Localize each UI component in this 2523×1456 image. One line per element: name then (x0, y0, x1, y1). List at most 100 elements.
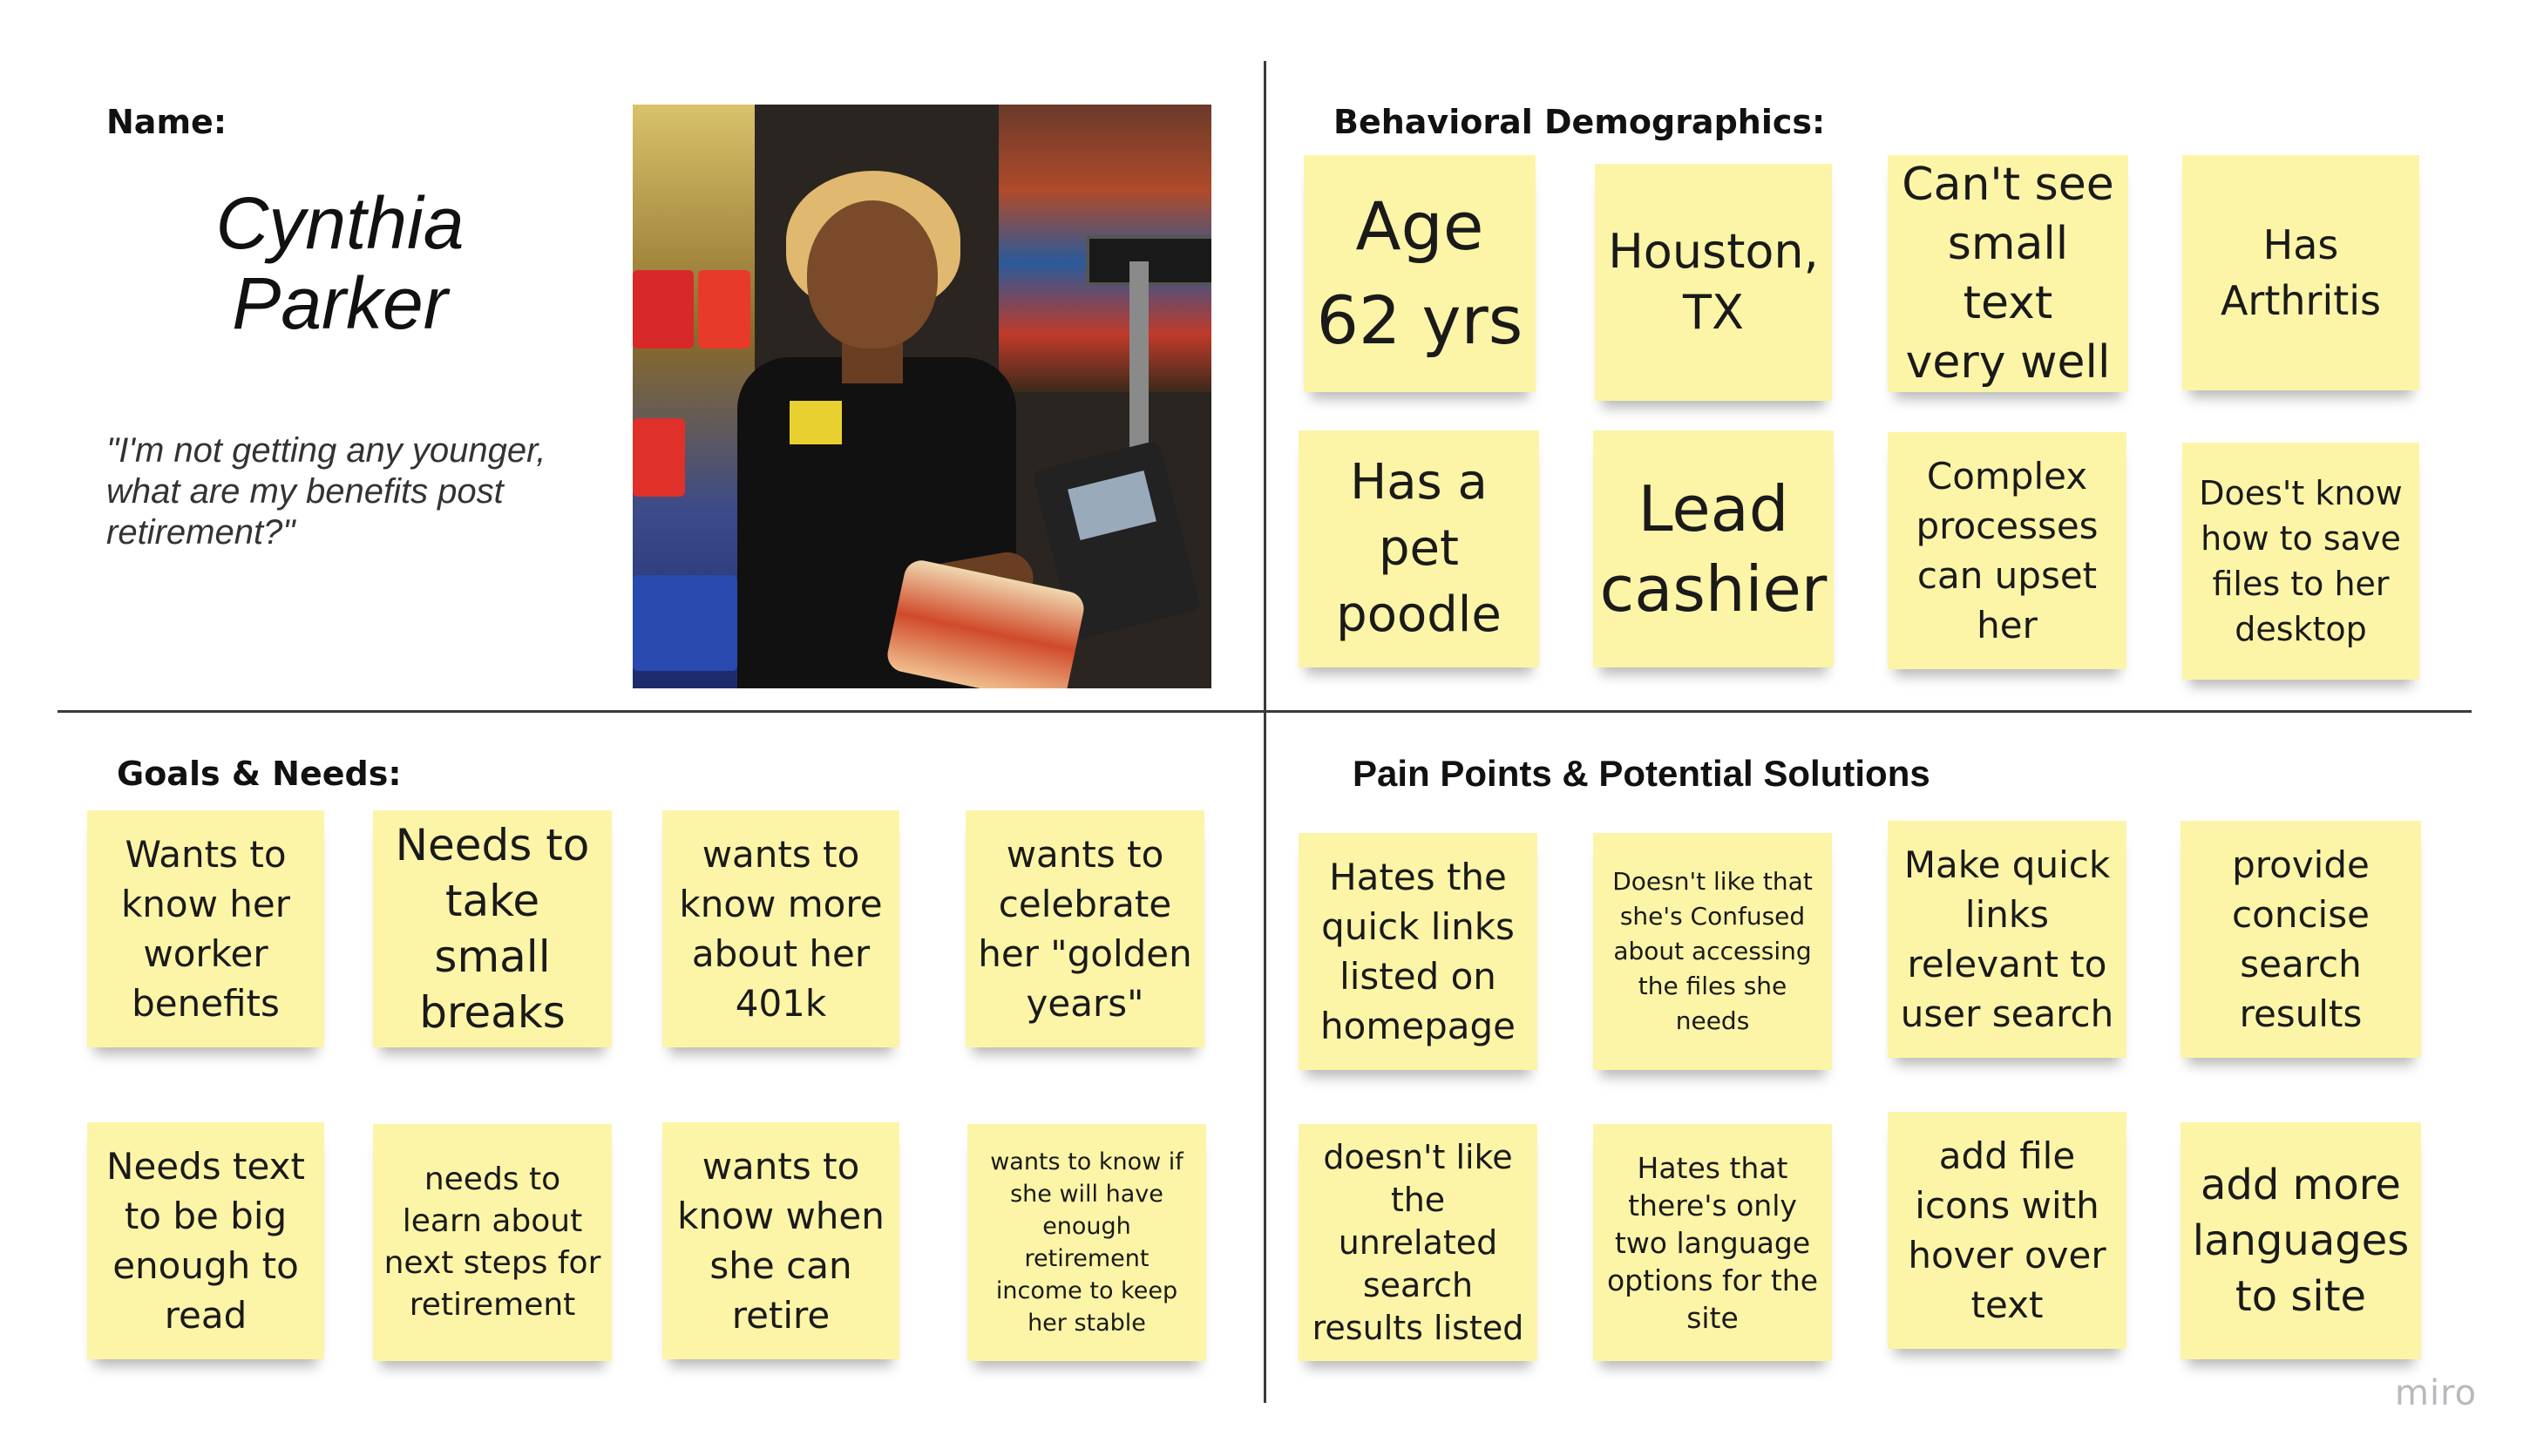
sticky-note[interactable]: Lead cashier (1593, 430, 1834, 667)
note-text: she will have (1010, 1181, 1163, 1208)
note-text: small text (1947, 218, 2069, 329)
note-text: her (1977, 604, 2038, 647)
note-text: user search (1900, 992, 2114, 1035)
sticky-note[interactable]: Wants to know her worker benefits (87, 810, 324, 1047)
note-text: needs to (424, 1161, 561, 1197)
sticky-note[interactable]: Needs text to be big enough to read (87, 1122, 324, 1359)
note-text: listed on (1339, 955, 1496, 998)
sticky-note[interactable]: Does't know how to save files to her deskto… (2182, 443, 2419, 680)
note-text: celebrate (998, 883, 1172, 925)
note-text: read (164, 1294, 248, 1337)
note-text: know more (679, 883, 883, 925)
note-text: search (2240, 943, 2362, 985)
note-text: to site (2235, 1272, 2367, 1321)
note-text: Has (2262, 221, 2339, 268)
sticky-note[interactable]: Hates the quick links listed on homepage (1299, 833, 1537, 1070)
note-text: retirement (409, 1287, 576, 1323)
note-text: can upset (1916, 554, 2098, 597)
note-text: relevant to (1907, 943, 2107, 985)
note-text: how to save (2201, 519, 2401, 558)
note-text: the unrelated (1338, 1180, 1498, 1262)
note-text: Doesn't like that (1612, 867, 1813, 896)
persona-name-first: Cynthia (215, 182, 465, 264)
note-text: Lead (1638, 472, 1789, 545)
note-text: take small (434, 876, 551, 982)
note-text: TX (1683, 285, 1744, 340)
note-text: wants to know if (990, 1148, 1184, 1175)
note-text: files to her (2212, 565, 2390, 603)
note-text: add file (1938, 1134, 2076, 1177)
note-text: concise (2232, 893, 2370, 936)
note-text: Complex (1926, 455, 2088, 498)
sticky-note[interactable]: provide concise search results (2180, 821, 2421, 1058)
sticky-note[interactable]: wants to know if she will have enough retir… (967, 1124, 1206, 1361)
sticky-note[interactable]: add file icons with hover over text (1888, 1112, 2126, 1349)
photo-chips-bag (633, 270, 694, 349)
miro-watermark: miro (2395, 1373, 2478, 1413)
note-text: know her (120, 883, 291, 925)
note-text: to be big (124, 1195, 288, 1237)
note-text: Can't see (1902, 159, 2114, 211)
sticky-note[interactable]: Has a pet poodle (1299, 430, 1539, 667)
sticky-note[interactable]: doesn't like the unrelated search results l… (1299, 1124, 1537, 1361)
note-text: wants to (702, 1145, 860, 1188)
note-text: two language (1614, 1225, 1811, 1260)
note-text: desktop (2235, 610, 2367, 648)
note-text: there's only (1628, 1188, 1797, 1222)
sticky-note[interactable]: Hates that there's only two language option… (1593, 1124, 1832, 1361)
horizontal-divider (58, 710, 2472, 713)
note-text: Does't know (2199, 474, 2403, 512)
photo-name-badge (790, 401, 842, 444)
note-text: income to keep (995, 1277, 1178, 1304)
sticky-note[interactable]: add more languages to site (2180, 1122, 2421, 1359)
pain-points-heading: Pain Points & Potential Solutions (1353, 753, 1930, 794)
sticky-note[interactable]: Needs to take small breaks (373, 810, 612, 1047)
sticky-note[interactable]: Can't see small text very well (1888, 155, 2128, 392)
note-text: retire (731, 1294, 831, 1337)
sticky-note[interactable]: Make quick links relevant to user search (1888, 821, 2126, 1058)
photo-chips-bag (698, 270, 750, 349)
note-text: benefits (132, 982, 280, 1025)
note-text: Needs to (395, 820, 590, 870)
sticky-note[interactable]: Has Arthritis (2182, 155, 2419, 390)
note-text: cashier (1599, 552, 1828, 626)
sticky-note[interactable]: wants to know when she can retire (662, 1122, 899, 1359)
note-text: 401k (735, 982, 827, 1025)
note-text: add more (2201, 1161, 2401, 1209)
note-text: provide (2232, 843, 2370, 886)
note-text: Houston, (1608, 224, 1819, 279)
note-text: quick links (1321, 905, 1515, 948)
quote-line: what are my benefits post (106, 472, 504, 511)
sticky-note[interactable]: Doesn't like that she's Confused about acc… (1593, 833, 1832, 1070)
persona-quote: "I'm not getting any younger, what are m… (106, 430, 594, 553)
sticky-note[interactable]: Houston, TX (1595, 164, 1832, 401)
note-text: Arthritis (2220, 277, 2382, 324)
note-text: her stable (1028, 1310, 1146, 1337)
sticky-note[interactable]: Complex processes can upset her (1888, 432, 2126, 669)
note-text: enough to (112, 1244, 299, 1287)
note-text: she's Confused (1619, 902, 1806, 931)
quote-line: retirement?" (106, 513, 295, 552)
note-text: about her (691, 932, 871, 975)
note-text: processes (1916, 505, 2099, 547)
note-text: learn about (402, 1203, 583, 1239)
note-text: text (1970, 1283, 2044, 1326)
note-text: retirement (1024, 1245, 1150, 1272)
sticky-note[interactable]: Age 62 yrs (1304, 155, 1536, 392)
note-text: very well (1905, 336, 2111, 389)
note-text: breaks (419, 987, 566, 1038)
persona-photo[interactable] (633, 105, 1211, 688)
sticky-note[interactable]: needs to learn about next steps for retirem… (373, 1124, 612, 1361)
note-text: Needs text (106, 1145, 305, 1188)
sticky-note[interactable]: wants to celebrate her "golden years" (966, 810, 1204, 1047)
note-text: wants to (1006, 833, 1164, 876)
note-text: search (1362, 1265, 1474, 1304)
note-text: Has a (1350, 454, 1488, 511)
note-text: site (1686, 1300, 1739, 1335)
note-text: next steps for (383, 1245, 601, 1281)
photo-person-face (807, 200, 938, 349)
goals-heading: Goals & Needs: (117, 755, 402, 793)
note-text: the files she (1638, 972, 1787, 1000)
photo-chips-bag (633, 575, 737, 671)
sticky-note[interactable]: wants to know more about her 401k (662, 810, 899, 1047)
